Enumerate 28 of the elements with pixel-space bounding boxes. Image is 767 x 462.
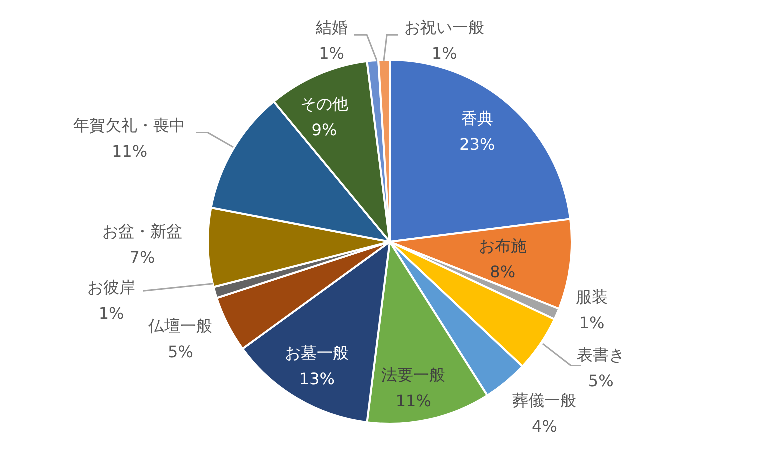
- data-label: 9%: [312, 120, 338, 140]
- data-label: 1%: [432, 44, 458, 63]
- slice-label: お布施: [478, 236, 527, 256]
- slice-label: 香典: [461, 108, 494, 128]
- slice-label: 仏壇一般: [148, 316, 213, 336]
- data-label: 1%: [98, 304, 124, 324]
- slice-label: 結婚: [314, 18, 348, 37]
- slice-label: お祝い一般: [404, 18, 485, 37]
- slice-label: お彼岸: [88, 278, 136, 298]
- data-label: 1%: [319, 44, 344, 63]
- data-label: 7%: [130, 248, 156, 267]
- data-label: 1%: [579, 313, 605, 332]
- data-label: 8%: [490, 262, 516, 282]
- data-label: 4%: [532, 417, 558, 436]
- slice-label: お墓一般: [285, 344, 350, 363]
- data-label: 5%: [168, 342, 194, 362]
- slice-label: お盆・新盆: [102, 222, 182, 241]
- data-label: 23%: [460, 134, 496, 154]
- slice-label: 年賀欠礼・喪中: [74, 116, 186, 136]
- slice-label: その他: [300, 94, 348, 114]
- data-label: 13%: [299, 370, 335, 389]
- data-label: 11%: [112, 142, 148, 162]
- slice-label: 葬儀一般: [512, 391, 577, 410]
- slice-label: 法要一般: [382, 366, 446, 385]
- slice-label: 表書き: [577, 346, 626, 365]
- slice-label: 服装: [576, 287, 608, 306]
- data-label: 11%: [396, 392, 432, 411]
- data-label: 5%: [588, 372, 614, 391]
